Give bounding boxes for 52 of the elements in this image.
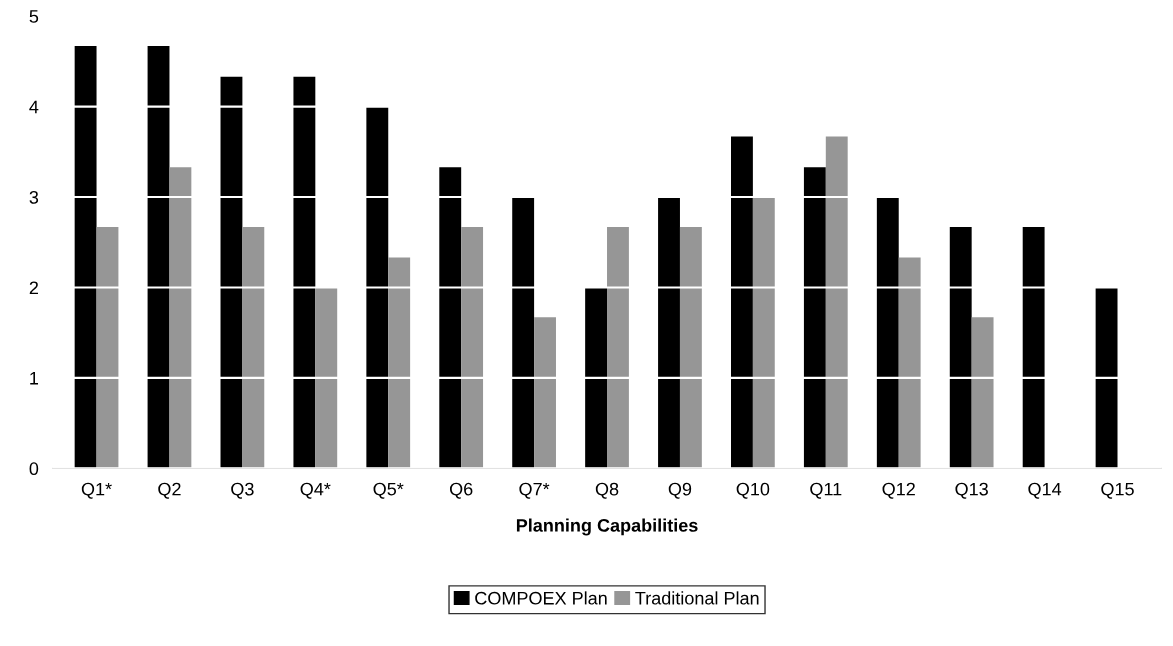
- bar: [96, 226, 119, 469]
- bar: [1095, 287, 1118, 469]
- x-tick-label: Q6: [449, 482, 473, 499]
- legend-label: Traditional Plan: [635, 591, 759, 605]
- x-axis-title: Planning Capabilities: [516, 518, 698, 536]
- bar: [220, 76, 243, 469]
- bar: [949, 226, 972, 469]
- x-tick-label: Q12: [882, 482, 915, 499]
- x-tick-label: Q14: [1028, 482, 1062, 499]
- bar: [512, 197, 535, 469]
- bar: [752, 197, 775, 469]
- y-tick-label: 3: [29, 190, 39, 204]
- x-tick-label: Q8: [595, 482, 619, 499]
- x-tick-label: Q13: [955, 482, 988, 499]
- x-tick-label: Q4*: [300, 482, 331, 499]
- bar: [439, 167, 462, 469]
- legend-label: COMPOEX Plan: [475, 591, 607, 605]
- y-tick-label: 5: [29, 10, 39, 23]
- x-tick-label: Q10: [736, 482, 770, 499]
- bar: [1022, 226, 1045, 469]
- bar: [731, 136, 753, 469]
- x-tick-label: Q5*: [373, 482, 404, 499]
- bar: [242, 226, 265, 469]
- bar: [74, 46, 97, 469]
- x-tick-label: Q3: [231, 482, 254, 499]
- x-tick-label: Q11: [810, 482, 842, 499]
- bar: [585, 287, 608, 469]
- bar: [169, 167, 192, 469]
- bar: [803, 167, 826, 469]
- x-tick-label: Q7*: [519, 482, 550, 499]
- y-tick-label: 0: [29, 462, 39, 476]
- y-tick-label: 1: [30, 372, 39, 385]
- bar: [898, 257, 921, 469]
- bar: [461, 226, 484, 469]
- bar: [293, 76, 316, 469]
- bar: [388, 257, 411, 469]
- x-tick-label: Q9: [668, 482, 692, 499]
- bar: [658, 197, 680, 469]
- bar: [876, 197, 899, 469]
- bar: [679, 226, 702, 469]
- bar: [971, 317, 994, 469]
- bar: [315, 287, 338, 469]
- bar: [534, 317, 556, 469]
- bar: [366, 106, 389, 469]
- bar: [825, 136, 848, 469]
- y-tick-label: 4: [29, 100, 39, 114]
- bar: [147, 46, 170, 469]
- x-tick-label: Q15: [1101, 482, 1134, 499]
- bar: [607, 226, 629, 469]
- y-tick-label: 2: [29, 281, 38, 295]
- x-tick-label: Q2: [158, 482, 181, 499]
- x-tick-label: Q1*: [81, 482, 112, 499]
